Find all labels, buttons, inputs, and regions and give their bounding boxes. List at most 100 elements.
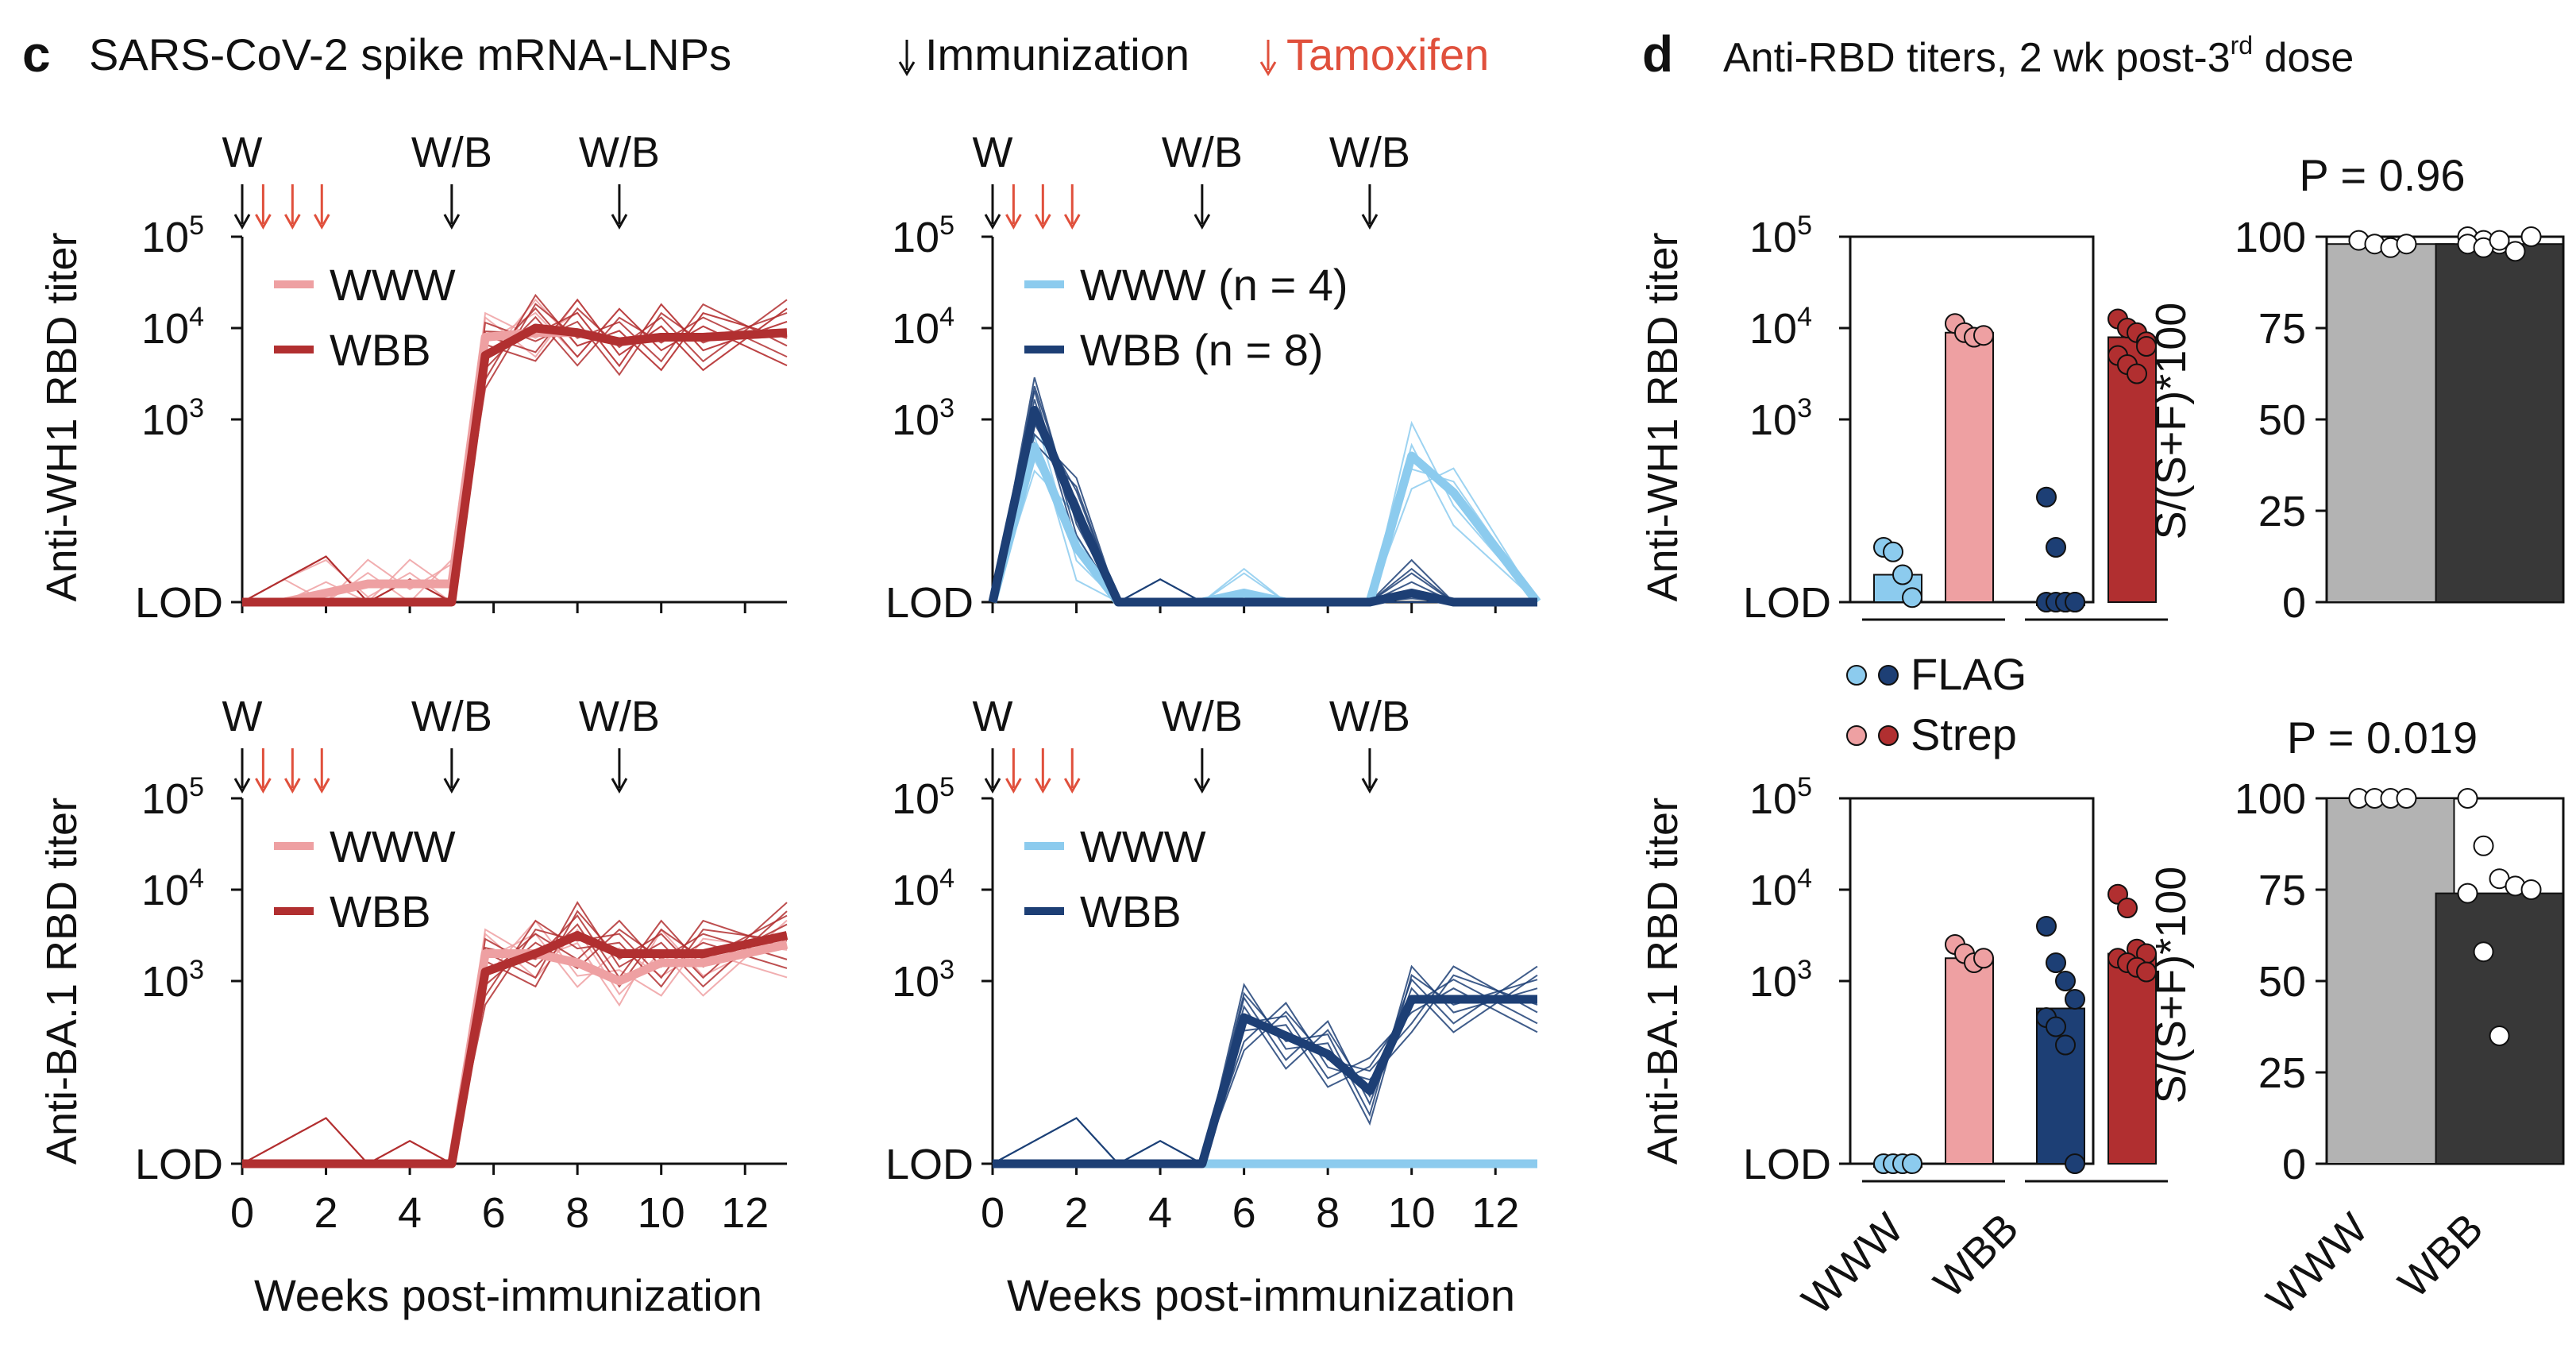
pvalue-bottom: P = 0.019	[2287, 713, 2478, 763]
c-row1-left-ytick-label: 105	[141, 211, 204, 261]
c-row1-right-event-label: W/B	[1329, 129, 1410, 176]
c-row2-right-tamoxifen-arrowhead	[1063, 778, 1081, 794]
d-row2-titer-ytick-label: 104	[1749, 863, 1812, 914]
d-row1-titer-ylabel: Anti-WH1 RBD titer	[1639, 232, 1687, 601]
c-row2-left-tamoxifen-arrowhead	[284, 778, 301, 794]
d-row1-titer-ytick-label: LOD	[1743, 579, 1831, 627]
d-row1-titer-point	[1973, 325, 1994, 346]
c-row2-right-xtick-label: 2	[1065, 1189, 1089, 1237]
d-row2-titer-bar-1	[1945, 957, 1994, 1165]
c-row1-right-immunization-arrowhead	[984, 214, 1001, 230]
c-row1-right-legend-label: WBB (n = 8)	[1080, 325, 1324, 375]
d-row2-ratio-ytick-label: 75	[2258, 867, 2306, 914]
d-row2-ratio-bar-0	[2326, 798, 2455, 1165]
d-row2-ratio-point	[2520, 879, 2542, 900]
c-row2-right-mean-1	[993, 995, 1537, 1169]
d-row2-ratio-point	[2473, 941, 2494, 963]
d-row2-ratio-point	[2489, 1026, 2510, 1046]
d-row1-ratio-point	[2520, 226, 2542, 247]
d-row2-ratio-ytick-label: 50	[2258, 958, 2306, 1006]
c-row2-right-ytick-label: 105	[892, 772, 954, 823]
c-row1-ylabel: Anti-WH1 RBD titer	[38, 232, 86, 601]
c-row2-left-legend-label: WBB	[330, 887, 431, 937]
d-row1-titer-ytick-label: 103	[1749, 393, 1812, 444]
panel-d-title: Anti-RBD titers, 2 wk post-3rd dose	[1723, 31, 2354, 81]
c-row1-right-event-label: W	[973, 129, 1013, 176]
d-row1-ratio-point	[2489, 230, 2510, 251]
immunization-legend: Immunization	[898, 29, 1190, 79]
d-row1-titer-point	[1902, 587, 1922, 608]
c-row1-right-ytick-label: 105	[892, 211, 954, 261]
panel-d-title-main: Anti-RBD titers, 2 wk post-3	[1723, 35, 2231, 81]
d-row1-titer-point	[2136, 336, 2157, 357]
c-row2-right-trace-1-1	[993, 987, 1538, 1165]
c-row1-right-trace-1-4	[992, 441, 1537, 603]
c-row2-left-event-label: W	[222, 693, 263, 740]
c-row2-right-xtick-label: 8	[1316, 1189, 1340, 1237]
d-row2-titer-point	[2046, 952, 2066, 973]
c-row2-left-xtick-label: 4	[398, 1189, 422, 1237]
c-row2-right-trace-0-0	[992, 1117, 1537, 1165]
d-row2-ratio-point	[2396, 788, 2417, 809]
d-row2-titer-point	[2046, 1016, 2066, 1037]
c-row1-right-immunization-arrowhead	[1361, 214, 1379, 230]
c-row2-left-xtick-label: 12	[721, 1189, 769, 1237]
d-row2-titer-bar-3	[2107, 952, 2157, 1165]
c-row1-left-trace-1-4	[242, 311, 788, 603]
c-row1-right-mean-1	[988, 406, 1537, 607]
c-row1-left-event-label: W/B	[579, 129, 660, 176]
d-row2-ratio-point	[2457, 788, 2478, 809]
c-row1-left-event-label: W/B	[411, 129, 492, 176]
c-row2-right-ytick-label: LOD	[885, 1141, 974, 1188]
c-row2-left-tamoxifen-arrowhead	[255, 778, 272, 794]
c-row2-left-ytick-label: 103	[141, 955, 204, 1006]
c-row2-right-xtick-label: 0	[981, 1189, 1005, 1237]
c-row2-right-event-label: W/B	[1162, 693, 1243, 740]
panel-c-letter: c	[22, 25, 51, 83]
c-row2-right-legend-label: WBB	[1080, 887, 1182, 937]
c-row1-left-tamoxifen-arrowhead	[255, 214, 272, 230]
c-row1-left-legend-label: WBB	[330, 325, 431, 375]
c-row2-right-immunization-arrowhead	[1194, 778, 1211, 794]
d-row2-titer-point	[2117, 898, 2138, 918]
c-row1-right-tamoxifen-arrowhead	[1005, 214, 1022, 230]
c-row2-left-xtick-label: 6	[482, 1189, 506, 1237]
d-row1-ratio-ytick-label: 50	[2258, 396, 2306, 444]
c-left-xlabel: Weeks post-immunization	[254, 1270, 762, 1320]
immunization-label: Immunization	[925, 29, 1190, 79]
c-row1-left-ytick-label: LOD	[135, 579, 223, 627]
legend-flag: FLAG	[1911, 649, 2026, 699]
c-row1-left-ytick-label: 103	[141, 393, 204, 444]
c-row2-left-trace-1-2	[242, 901, 788, 1165]
c-row2-right-event-label: W	[973, 693, 1013, 740]
c-row1-left-ytick-label: 104	[141, 302, 204, 353]
c-row2-ylabel: Anti-BA.1 RBD titer	[38, 798, 86, 1165]
panel-d-letter: d	[1642, 25, 1673, 83]
c-row2-left-immunization-arrowhead	[233, 778, 251, 794]
panel-c-title: SARS-CoV-2 spike mRNA-LNPs	[89, 29, 731, 79]
c-row1-left-immunization-arrowhead	[611, 214, 628, 230]
tamoxifen-legend: Tamoxifen	[1259, 29, 1489, 79]
c-row2-left-legend-label: WWW	[330, 821, 456, 871]
d-row2-titer-point	[1902, 1153, 1922, 1174]
d-row2-titer-ytick-label: 103	[1749, 955, 1812, 1006]
c-row2-right-xtick-label: 6	[1232, 1189, 1256, 1237]
c-row2-left-trace-0-1	[242, 933, 788, 1165]
c-row1-right-event-label: W/B	[1162, 129, 1243, 176]
d-ratio-xlabel-wbb: WBB	[2389, 1204, 2492, 1307]
d-row2-titer-ytick-label: 105	[1749, 772, 1812, 823]
c-row2-right-trace-1-5	[993, 979, 1538, 1165]
c-row1-left-mean-1	[242, 323, 788, 607]
d-titer-xlabel-wbb: WBB	[1925, 1204, 2027, 1307]
d-row1-titer-point	[1892, 564, 1913, 585]
c-row1-left-tamoxifen-arrowhead	[313, 214, 330, 230]
c-row1-left-immunization-arrowhead	[443, 214, 461, 230]
c-row2-left-xtick-label: 2	[314, 1189, 338, 1237]
d-ratio-xlabel-www: WWW	[2258, 1204, 2377, 1324]
d-row1-ratio-point	[2505, 241, 2526, 262]
d-row2-titer-point	[2065, 989, 2085, 1010]
d-row2-titer-point	[2055, 971, 2076, 991]
c-row2-right-tamoxifen-arrowhead	[1005, 778, 1022, 794]
d-row1-titer-point	[2127, 363, 2147, 384]
legend-strep: Strep	[1911, 709, 2017, 759]
